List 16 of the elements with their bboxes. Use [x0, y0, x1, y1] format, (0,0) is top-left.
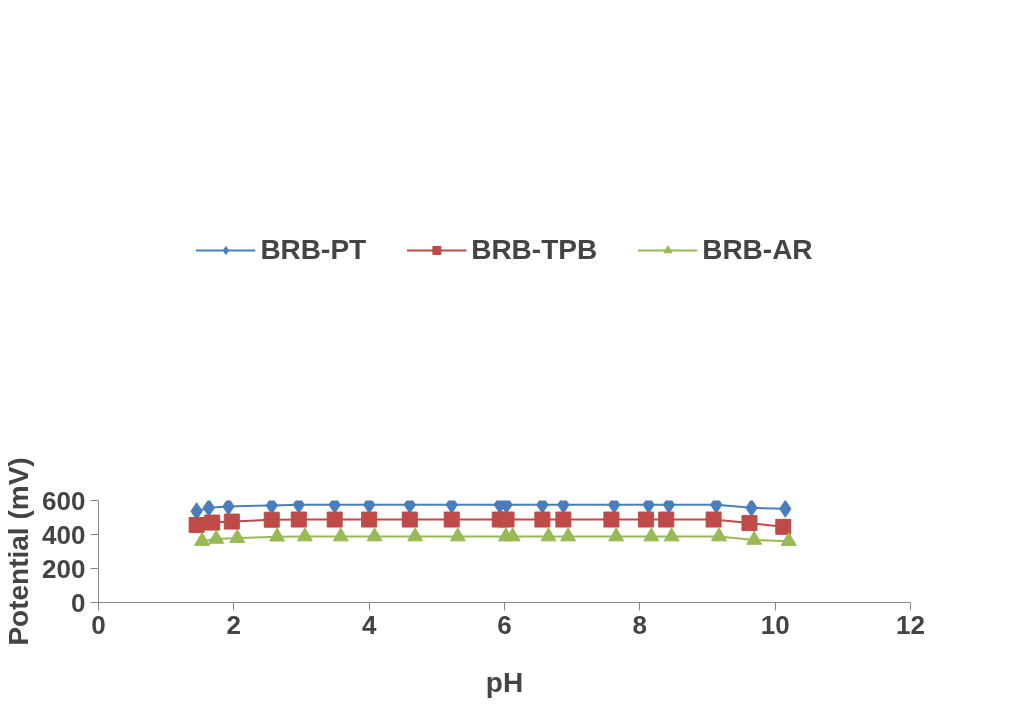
x-tick-label: 6 [497, 609, 512, 640]
x-tick-label: 4 [361, 609, 377, 640]
x-tick-label: 0 [91, 609, 106, 640]
y-tick-label: 200 [42, 553, 86, 584]
y-tick-label: 0 [71, 587, 86, 618]
y-tick-label: 400 [42, 519, 86, 550]
legend-label: BRB-TPB [471, 234, 598, 266]
x-tick-label: 12 [896, 609, 925, 640]
y-tick-label: 600 [42, 485, 86, 516]
x-axis-title: pH [485, 666, 524, 698]
x-tick-label: 8 [632, 609, 648, 640]
x-tick-label: 10 [760, 609, 790, 640]
legend-label: BRB-AR [702, 234, 813, 266]
y-axis-title: Potential (mV) [3, 457, 35, 646]
x-tick-label: 2 [226, 609, 242, 640]
legend-label: BRB-PT [260, 234, 367, 266]
